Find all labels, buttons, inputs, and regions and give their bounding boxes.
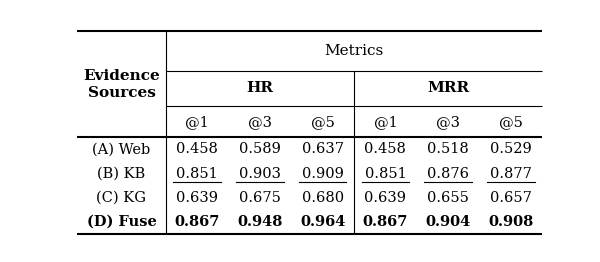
Text: 0.908: 0.908 <box>488 215 533 229</box>
Text: 0.458: 0.458 <box>364 143 406 156</box>
Text: (C) KG: (C) KG <box>97 191 146 205</box>
Text: @1: @1 <box>374 115 397 129</box>
Text: 0.518: 0.518 <box>427 143 469 156</box>
Text: 0.529: 0.529 <box>490 143 532 156</box>
Text: 0.680: 0.680 <box>302 191 344 205</box>
Text: 0.903: 0.903 <box>239 167 281 181</box>
Text: 0.877: 0.877 <box>490 167 532 181</box>
Text: 0.639: 0.639 <box>364 191 406 205</box>
Text: 0.655: 0.655 <box>427 191 469 205</box>
Text: 0.851: 0.851 <box>176 167 218 181</box>
Text: @1: @1 <box>185 115 209 129</box>
Text: @5: @5 <box>499 115 523 129</box>
Text: Evidence
Sources: Evidence Sources <box>83 69 160 100</box>
Text: @3: @3 <box>248 115 272 129</box>
Text: 0.904: 0.904 <box>425 215 471 229</box>
Text: (A) Web: (A) Web <box>92 143 151 156</box>
Text: HR: HR <box>247 81 274 95</box>
Text: (B) KB: (B) KB <box>97 167 146 181</box>
Text: 0.637: 0.637 <box>302 143 344 156</box>
Text: (D) Fuse: (D) Fuse <box>86 215 157 229</box>
Text: @3: @3 <box>436 115 460 129</box>
Text: 0.851: 0.851 <box>365 167 406 181</box>
Text: 0.909: 0.909 <box>302 167 344 181</box>
Text: @5: @5 <box>311 115 335 129</box>
Text: MRR: MRR <box>427 81 469 95</box>
Text: 0.964: 0.964 <box>300 215 346 229</box>
Text: 0.675: 0.675 <box>239 191 281 205</box>
Text: 0.589: 0.589 <box>239 143 281 156</box>
Text: 0.657: 0.657 <box>490 191 532 205</box>
Text: 0.948: 0.948 <box>237 215 283 229</box>
Text: 0.458: 0.458 <box>176 143 218 156</box>
Text: 0.876: 0.876 <box>427 167 469 181</box>
Text: 0.867: 0.867 <box>363 215 408 229</box>
Text: Metrics: Metrics <box>325 44 383 58</box>
Text: 0.639: 0.639 <box>176 191 218 205</box>
Text: 0.867: 0.867 <box>175 215 220 229</box>
